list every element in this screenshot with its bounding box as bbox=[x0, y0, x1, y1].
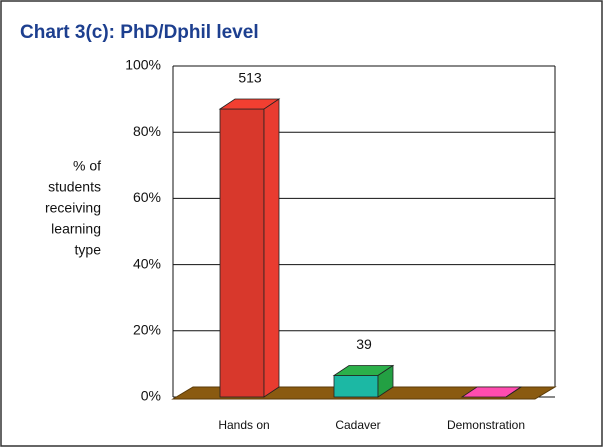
bar bbox=[332, 364, 395, 398]
chart-title: Chart 3(c): PhD/Dphil level bbox=[20, 22, 259, 43]
y-tick-label: 100% bbox=[125, 57, 161, 73]
bar-side bbox=[263, 98, 280, 398]
bar-front bbox=[219, 108, 265, 398]
y-axis-label: type bbox=[75, 242, 102, 258]
x-tick-label: Hands on bbox=[218, 418, 269, 432]
bar-side bbox=[505, 386, 522, 398]
y-axis-label: receiving bbox=[45, 200, 101, 216]
data-label: 513 bbox=[238, 70, 262, 86]
bar bbox=[460, 386, 523, 398]
y-axis-label: learning bbox=[51, 221, 101, 237]
x-tick-label: Cadaver bbox=[335, 418, 380, 432]
y-tick-label: 60% bbox=[133, 189, 161, 205]
y-tick-label: 20% bbox=[133, 322, 161, 338]
y-axis-label: students bbox=[48, 179, 101, 195]
data-label: 39 bbox=[356, 336, 372, 352]
y-tick-label: 0% bbox=[141, 388, 161, 404]
y-tick-label: 80% bbox=[133, 123, 161, 139]
y-tick-label: 40% bbox=[133, 255, 161, 271]
y-axis-label: % of bbox=[73, 158, 101, 174]
x-tick-label: Demonstration bbox=[447, 418, 525, 432]
bar bbox=[218, 98, 281, 398]
bar-side bbox=[377, 364, 394, 398]
bar-front bbox=[333, 375, 379, 398]
